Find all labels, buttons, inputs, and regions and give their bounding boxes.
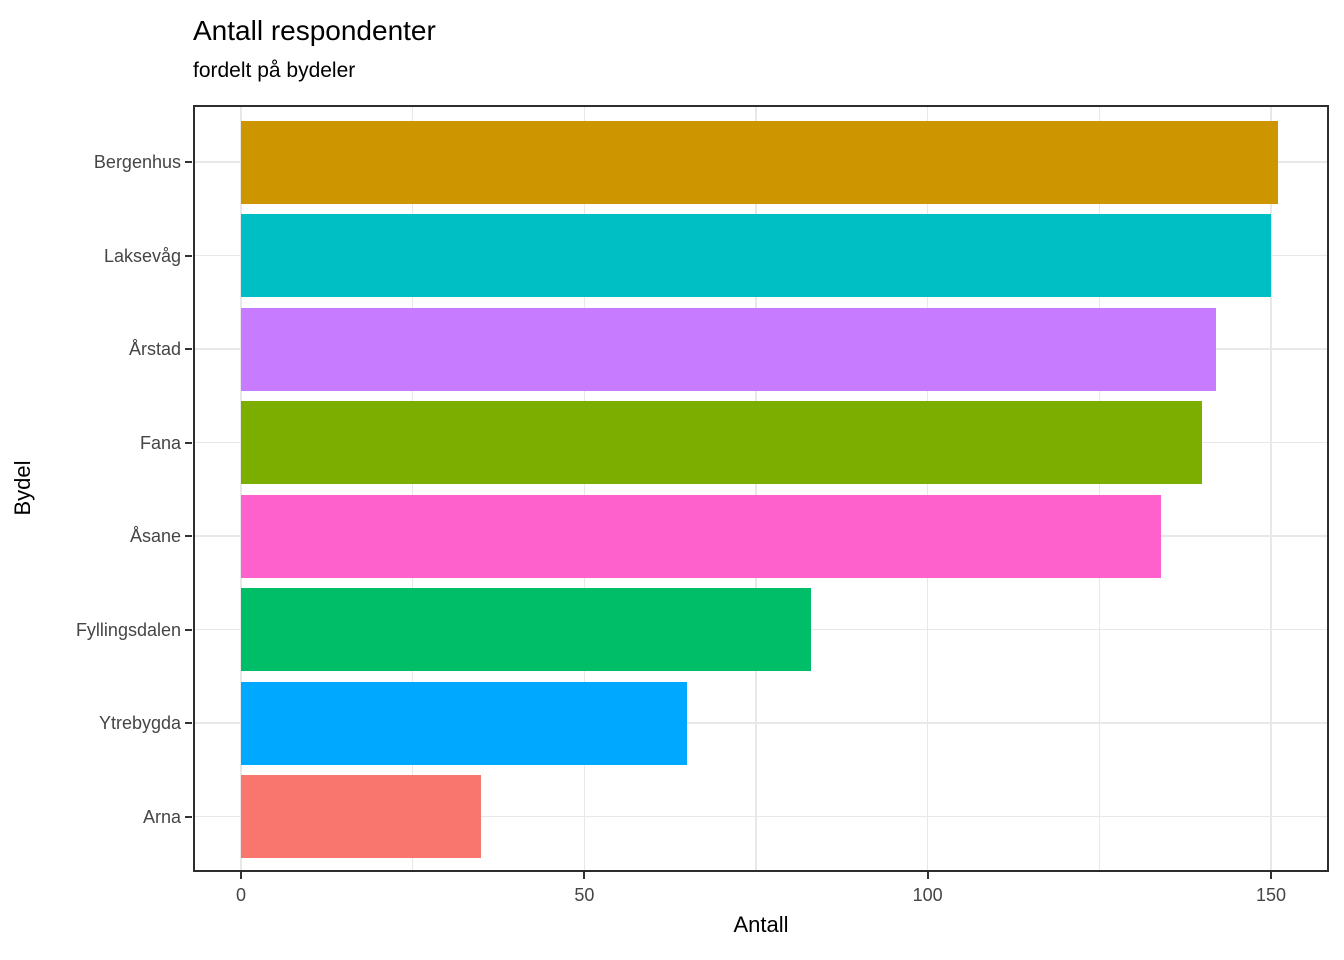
plot-title: Antall respondenter	[193, 15, 436, 46]
x-tick-label: 0	[235, 885, 246, 905]
x-tick-label: 100	[912, 885, 943, 905]
vertical-gridline	[583, 107, 586, 870]
y-axis-title: Bydel	[10, 460, 35, 516]
bar-bergenhus	[241, 120, 1278, 204]
x-tick-label: 50	[574, 885, 595, 905]
y-tick-mark	[185, 348, 192, 350]
horizontal-gridline	[195, 722, 1327, 724]
y-tick-mark	[185, 161, 192, 163]
y-tick-label: Laksevåg	[103, 245, 181, 266]
bar-ytrebygda	[241, 681, 688, 765]
x-axis-title: Antall	[733, 912, 789, 937]
y-tick-label: Åsane	[129, 526, 181, 546]
vertical-gridline	[1270, 107, 1272, 870]
bar--sane	[241, 494, 1162, 578]
y-tick-mark	[185, 722, 192, 724]
y-tick-label: Bergenhus	[93, 152, 181, 172]
y-tick-label: Arna	[142, 806, 181, 827]
y-tick-label: Fana	[139, 432, 181, 453]
vertical-gridline	[240, 107, 242, 870]
x-tick-mark	[240, 872, 242, 879]
vertical-gridline	[1098, 107, 1101, 870]
x-tick-mark	[583, 872, 586, 879]
vertical-gridline	[411, 107, 414, 870]
y-tick-mark	[185, 535, 192, 537]
y-tick-label: Fyllingsdalen	[75, 619, 181, 640]
y-tick-label: Årstad	[128, 339, 181, 359]
y-tick-label: Ytrebygda	[98, 713, 181, 733]
y-tick-mark	[185, 815, 192, 818]
x-tick-mark	[926, 872, 929, 879]
bar-arna	[241, 775, 482, 858]
bar-fana	[241, 401, 1203, 484]
x-tick-mark	[1270, 872, 1272, 879]
bar--rstad	[241, 307, 1217, 391]
vertical-gridline	[926, 107, 929, 870]
x-tick-label: 150	[1255, 885, 1287, 905]
bar-laksev-g	[241, 214, 1271, 297]
bar-fyllingsdalen	[241, 588, 811, 671]
y-tick-mark	[185, 254, 192, 257]
plot-subtitle: fordelt på bydeler	[193, 59, 356, 82]
y-tick-mark	[185, 628, 192, 631]
vertical-gridline	[755, 107, 757, 870]
plot-panel	[193, 105, 1329, 872]
horizontal-gridline	[195, 815, 1327, 818]
y-tick-mark	[185, 441, 192, 444]
